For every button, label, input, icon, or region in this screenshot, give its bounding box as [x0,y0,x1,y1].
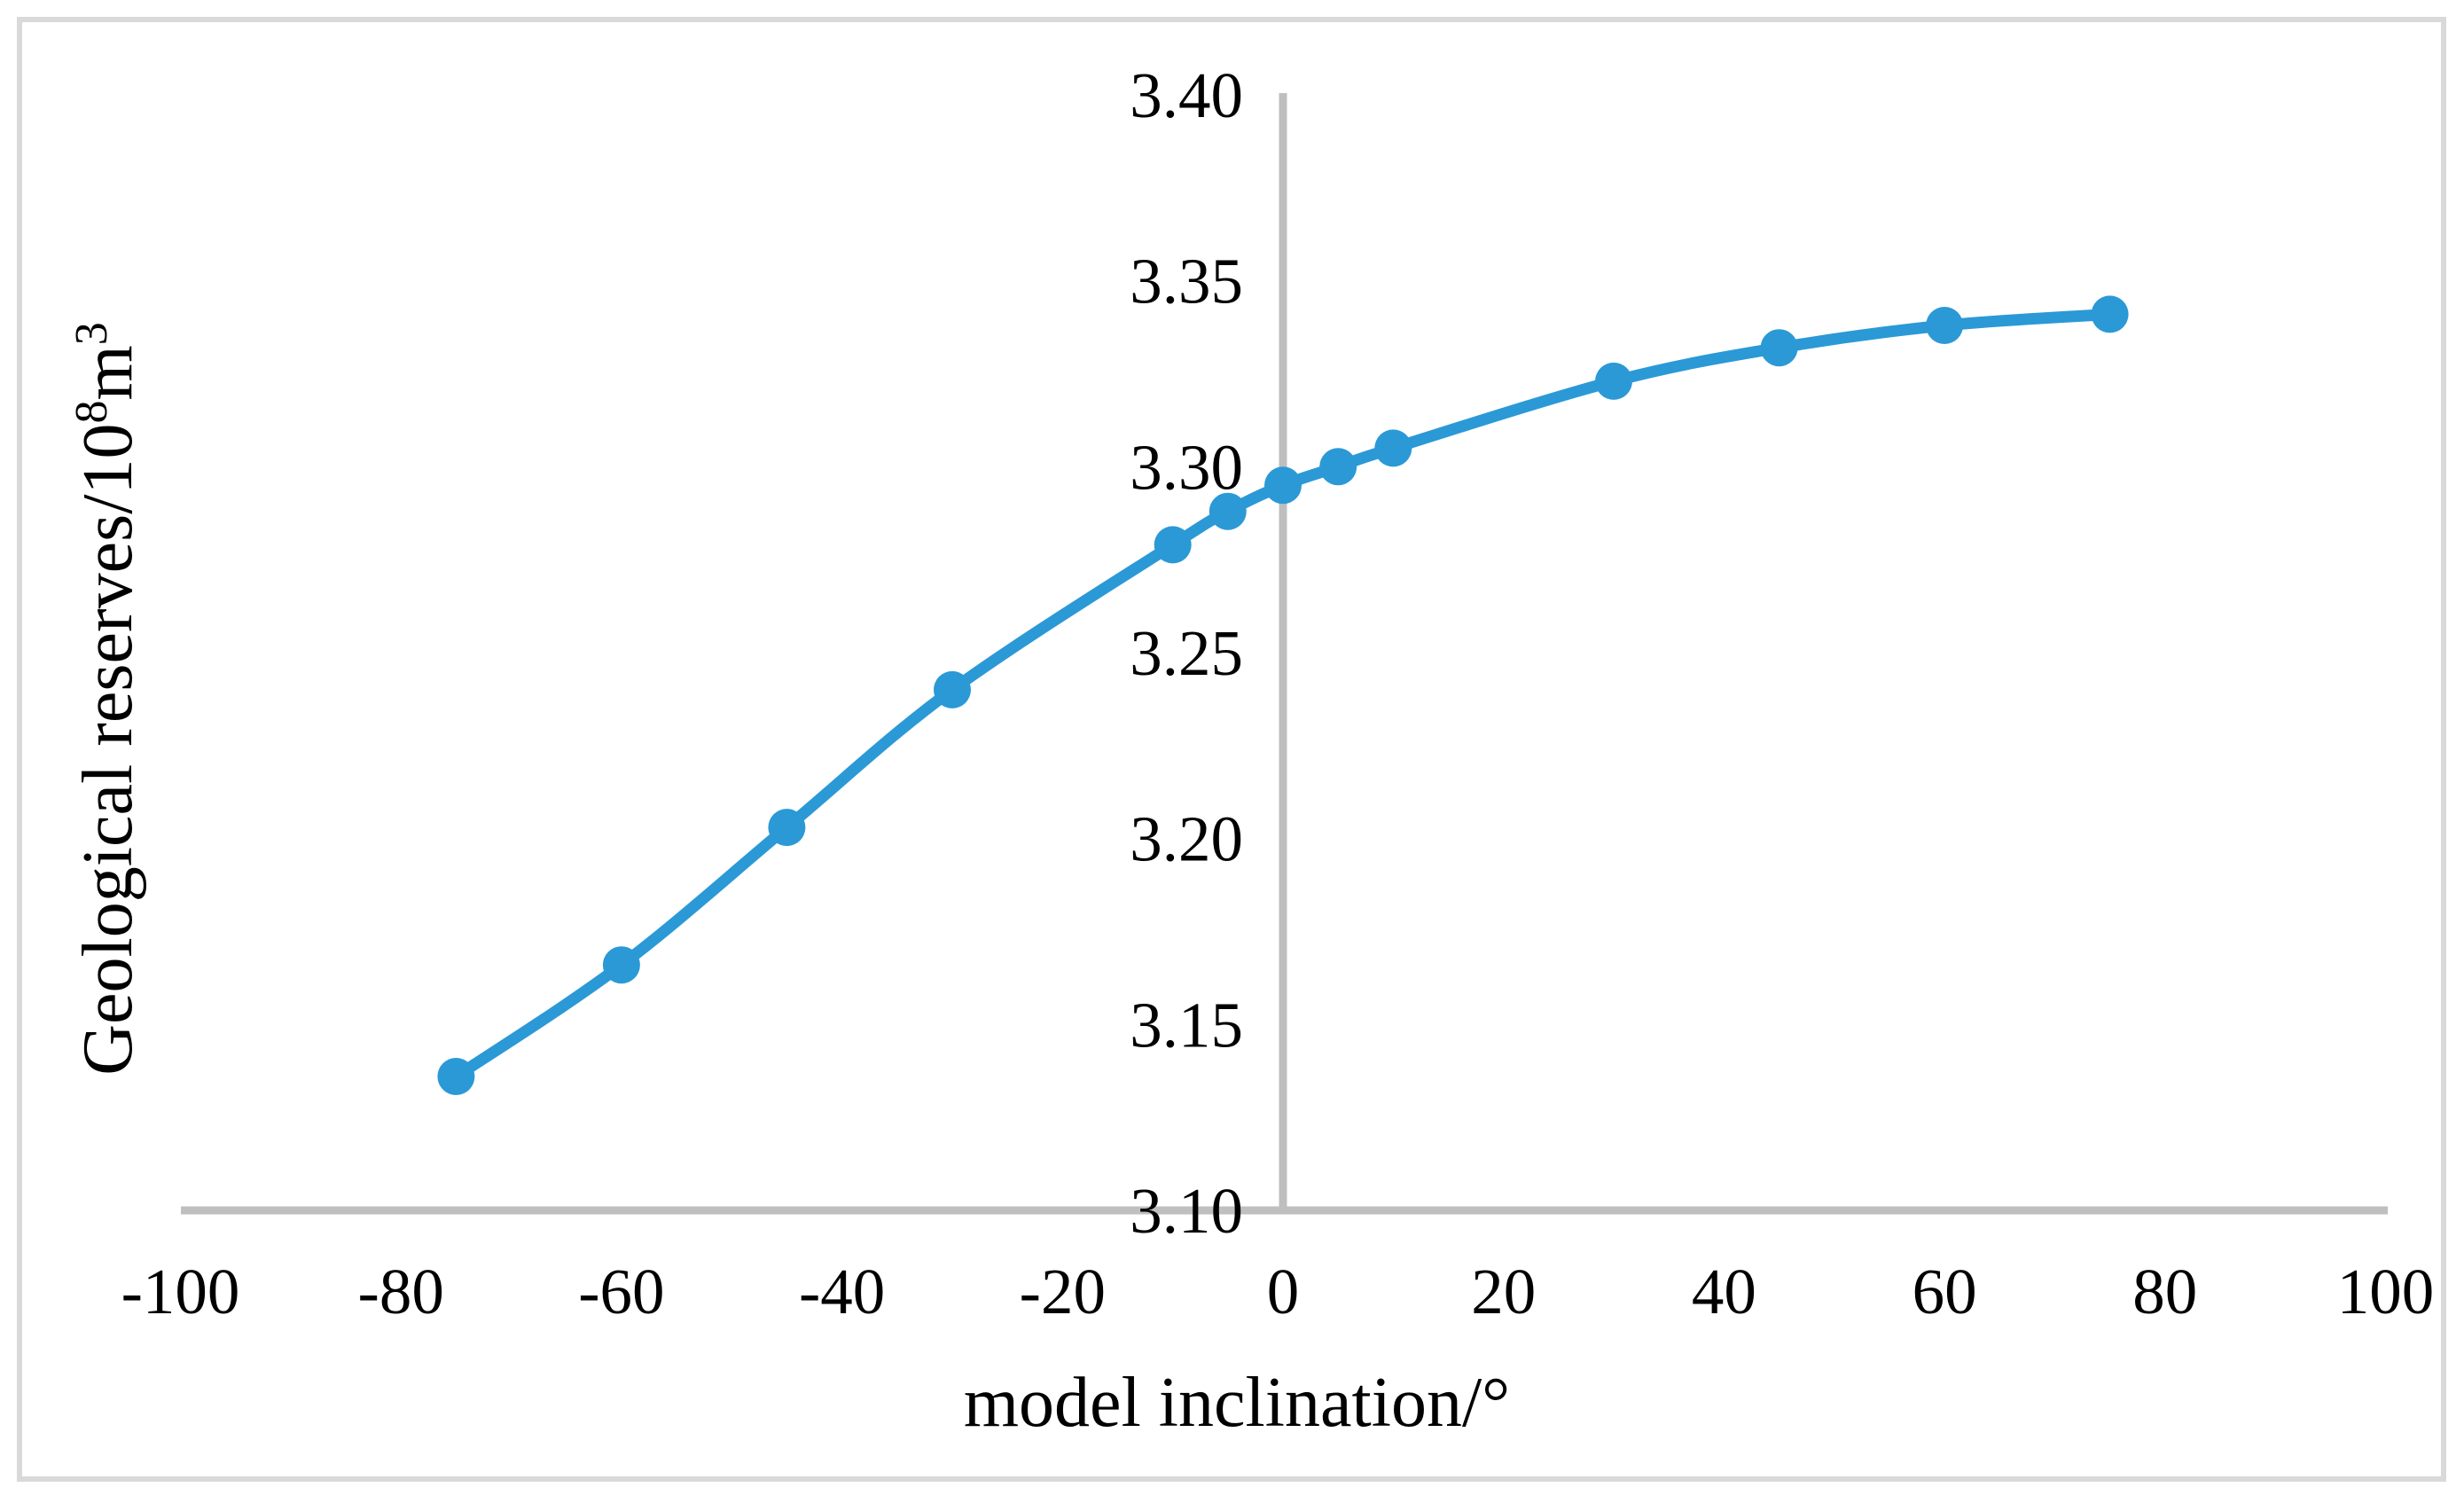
y-tick-label: 3.10 [1130,1175,1243,1247]
data-point [1209,492,1247,530]
tick-labels-layer: 3.10 3.15 3.20 3.25 3.30 3.35 3.40 -100 -80 -60 -4… [121,59,2435,1327]
x-tick-label: 100 [2337,1256,2435,1327]
data-point [1319,448,1357,486]
data-point [602,946,640,984]
data-point [934,670,971,708]
data-point [768,809,806,847]
x-tick-label: 0 [1267,1256,1300,1327]
x-tick-label: -20 [1020,1256,1106,1327]
y-tick-label: 3.40 [1130,59,1243,131]
x-tick-label: 40 [1692,1256,1756,1327]
x-tick-label: 60 [1913,1256,1977,1327]
y-tick-label: 3.35 [1130,246,1243,317]
y-tick-label: 3.15 [1130,989,1243,1061]
y-tick-label: 3.25 [1130,617,1243,689]
y-tick-label: 3.30 [1130,431,1243,503]
y-tick-label: 3.20 [1130,803,1243,875]
data-point [437,1058,475,1095]
data-point [1926,307,1964,344]
axes-layer [181,93,2388,1215]
data-point [2091,295,2129,333]
x-tick-label: -40 [799,1256,885,1327]
x-tick-label: -60 [578,1256,664,1327]
data-point [1760,329,1798,367]
data-point [1154,526,1192,564]
x-axis-title: model inclination/° [964,1364,1510,1442]
data-point [1264,466,1302,505]
x-tick-label: -80 [358,1256,444,1327]
data-point [1595,362,1632,400]
series-layer [437,295,2129,1095]
figure-border-group [17,17,2446,1482]
y-axis-title: Geological reserves/108m3 [66,322,147,1076]
figure-border [17,17,2446,1482]
x-tick-label: 80 [2132,1256,2197,1327]
x-tick-label: 20 [1471,1256,1536,1327]
data-point [1374,429,1412,467]
x-tick-label: -100 [121,1256,240,1327]
